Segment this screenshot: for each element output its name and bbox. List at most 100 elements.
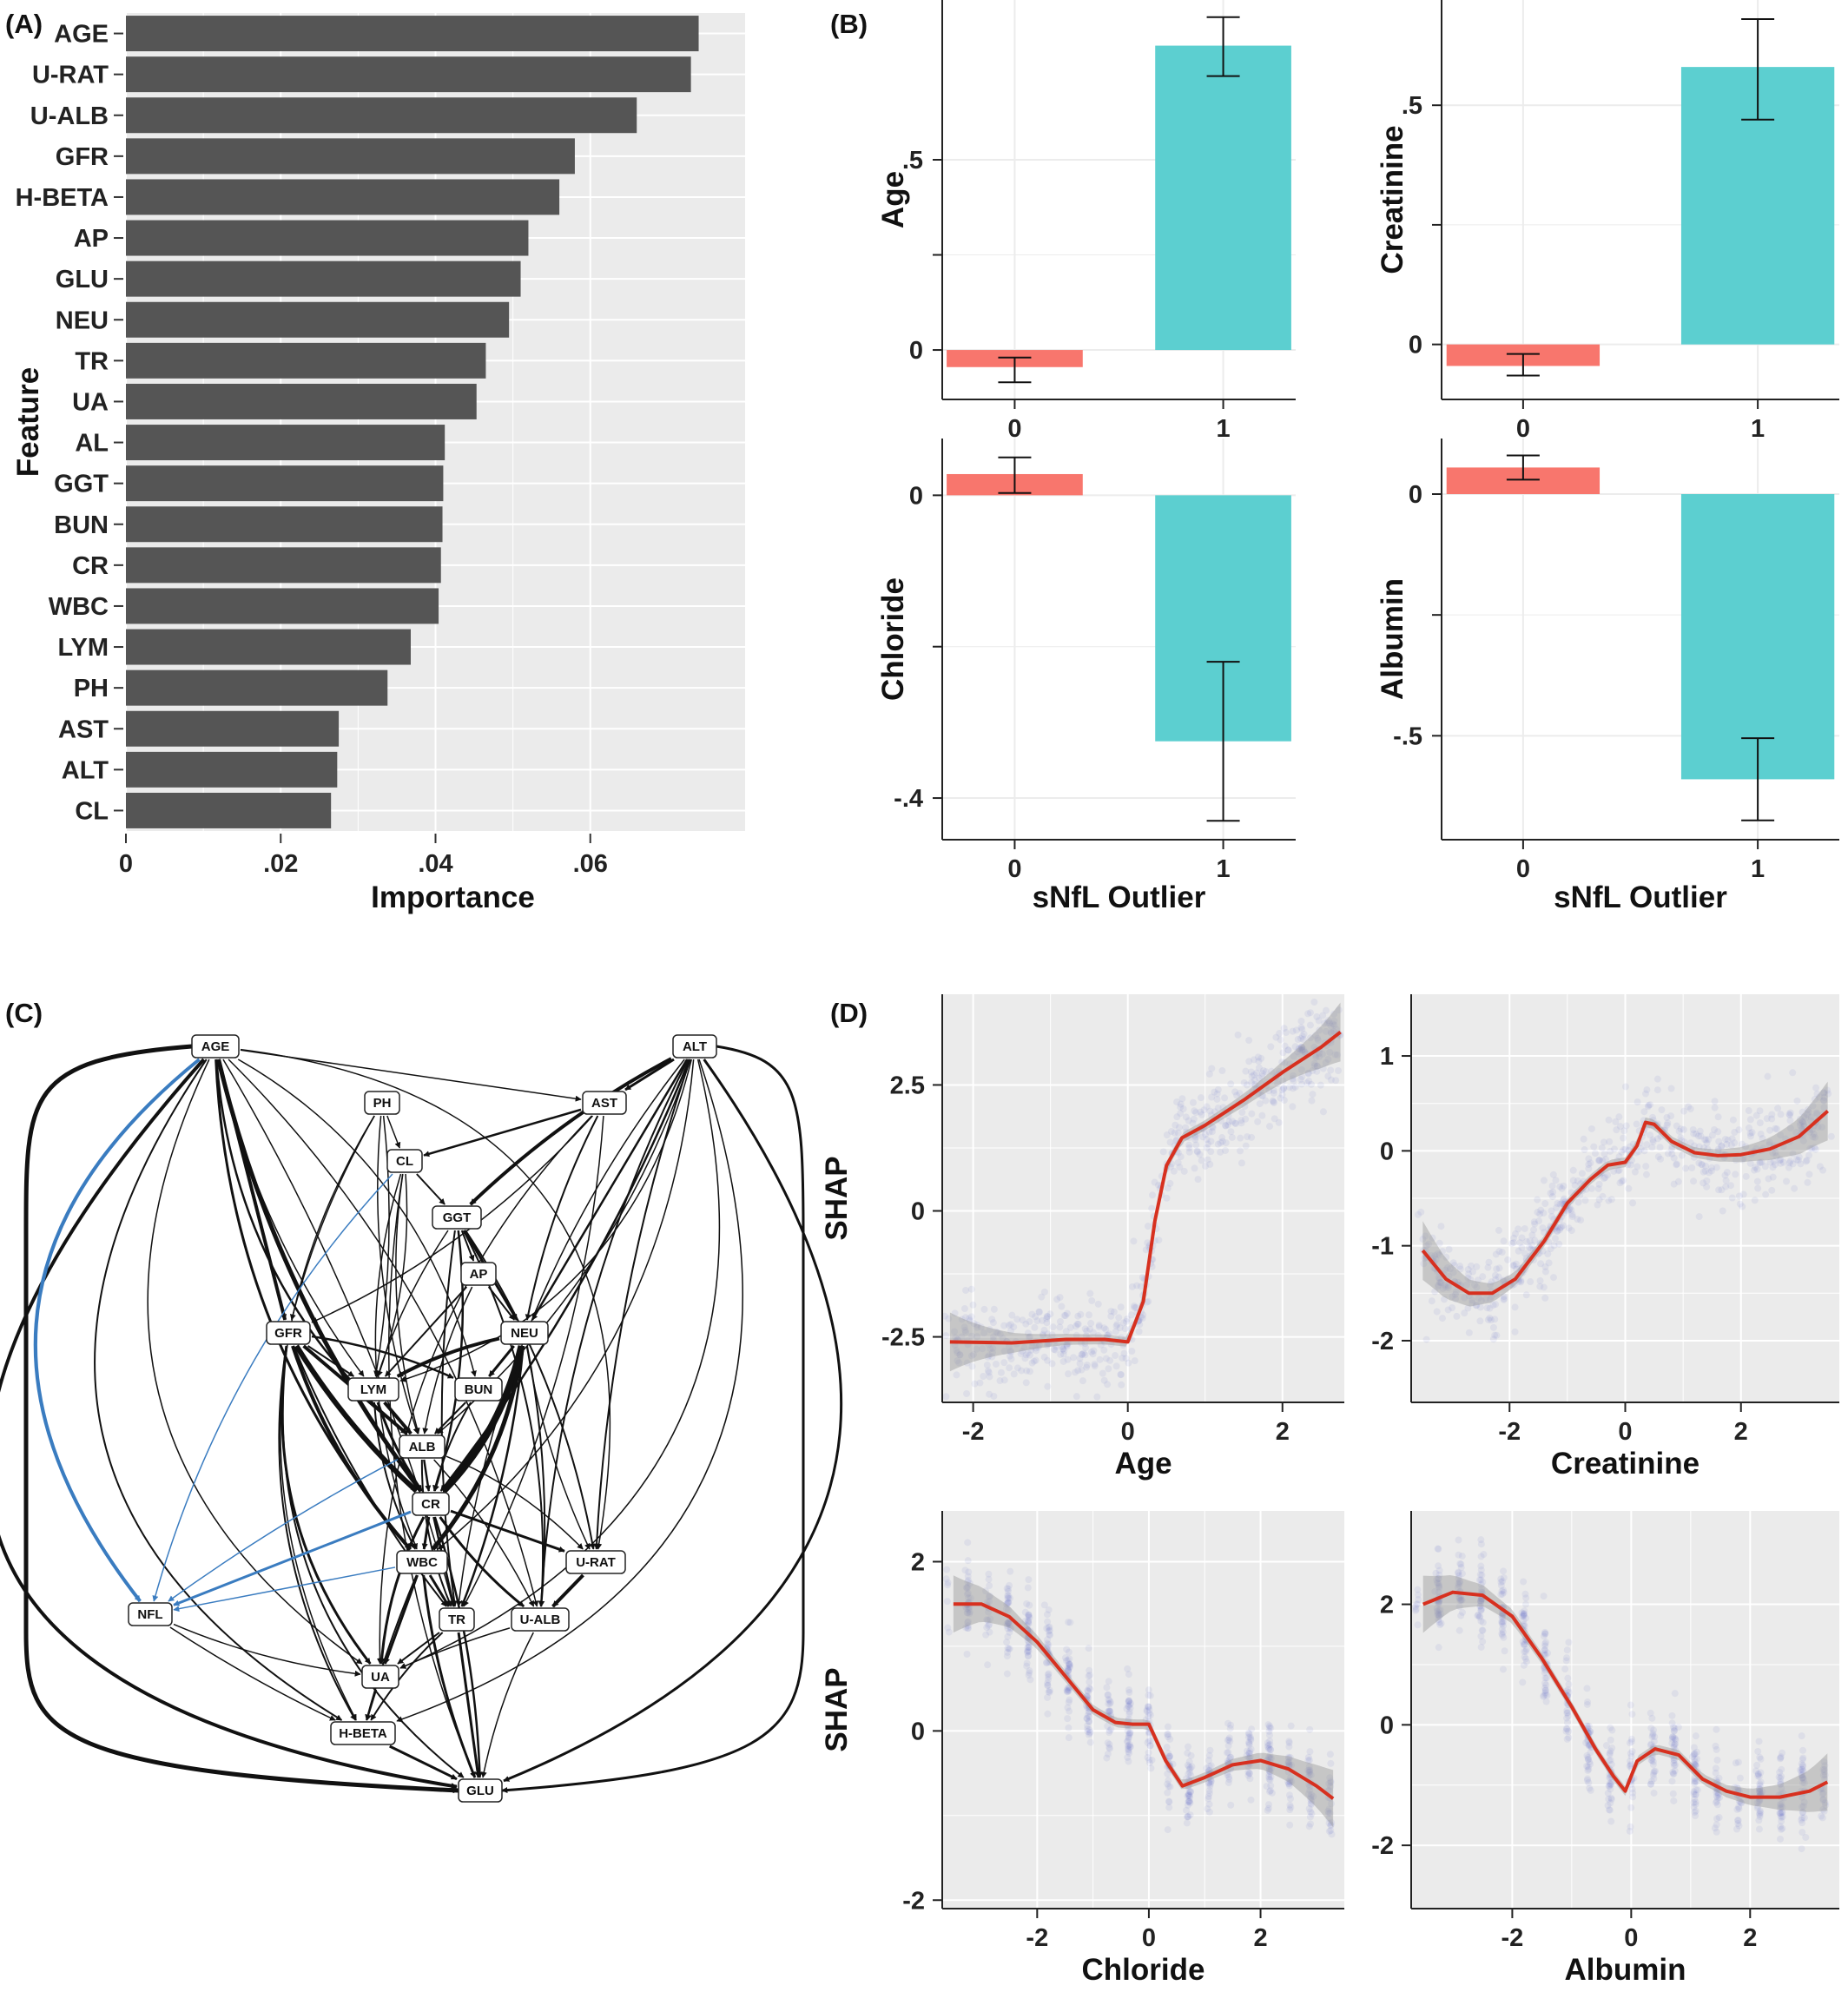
data-point [1002,1605,1010,1613]
tick-label-y: 0 [1409,481,1422,509]
data-point [1023,1662,1031,1670]
data-point [1510,1234,1518,1242]
data-point [1265,1775,1273,1783]
data-point [1226,1753,1234,1761]
data-point [1004,1619,1012,1627]
panel-label-a: (A) [5,9,43,39]
data-point [1018,1348,1026,1355]
panel-a-feature-importance: AGEU-RATU-ALBGFRH-BETAAPGLUNEUTRUAALGGTB… [11,13,745,914]
data-point [1433,1308,1441,1316]
data-point [1137,1283,1145,1290]
data-point [1007,1355,1015,1362]
data-point [1584,1698,1592,1706]
data-point [1248,1078,1256,1086]
data-point [1313,1062,1321,1070]
node-box [330,1721,396,1745]
edge-alt-u-rat [593,1059,691,1550]
loop-age-glu [23,1044,459,1794]
data-point [1056,1294,1064,1302]
data-point [1811,1144,1818,1151]
tick-label-x: 0 [1618,1418,1632,1446]
edge-lym-cr [376,1402,423,1492]
data-point [1650,1789,1658,1797]
node-label: NEU [511,1326,538,1341]
node-label: ALT [683,1039,707,1054]
tick-label-x: -2 [1502,1924,1524,1952]
data-point [1565,1639,1573,1646]
data-point [1786,1111,1794,1119]
data-point [974,1321,981,1329]
data-point [1279,1077,1287,1085]
data-point [1285,1791,1293,1799]
data-point [1653,1075,1661,1083]
data-point [1209,1124,1217,1131]
data-point [1148,1756,1156,1764]
data-point [1185,1787,1193,1795]
data-point [1264,1801,1272,1809]
tick-label-x: 0 [1142,1924,1156,1952]
edge-alt-u-alb [538,1059,690,1607]
edge-gfr-bun [311,1335,454,1379]
data-point [1644,1103,1652,1111]
edge-wbc-nfl [173,1566,396,1613]
axis-title-x: Albumin [1565,1953,1686,1987]
data-point [1297,1065,1305,1073]
data-point [1723,1169,1731,1177]
data-point [1799,1754,1807,1762]
data-point [1327,1066,1335,1074]
data-point [1018,1367,1026,1375]
data-point [1722,1177,1730,1184]
data-point [1105,1700,1112,1708]
data-point [1100,1324,1108,1332]
data-point [1110,1308,1118,1316]
data-point [1477,1296,1485,1304]
data-point [1045,1673,1053,1681]
data-point [986,1620,993,1628]
data-point [1278,1059,1286,1066]
data-point [1648,1144,1656,1151]
data-point [1064,1686,1072,1694]
data-point [1786,1157,1794,1165]
data-point [1145,1710,1153,1718]
data-point [1258,1072,1266,1080]
data-point [1123,1705,1131,1712]
data-point [961,1327,969,1335]
data-point [1726,1182,1734,1190]
data-point [1159,1148,1167,1156]
node-box [439,1607,475,1632]
data-point [997,1369,1005,1376]
data-point [1574,1216,1581,1223]
data-point [1050,1346,1058,1354]
data-point [1473,1283,1481,1291]
edge-wbc-h-beta [365,1574,418,1721]
data-point [1004,1632,1012,1640]
data-point [1243,1751,1251,1759]
data-point [1163,1744,1171,1751]
data-point [1516,1239,1524,1247]
edge-cr-ua [379,1516,426,1665]
data-point [1084,1722,1092,1730]
data-point [1229,1118,1237,1125]
edge-ph-h-beta [280,1115,375,1721]
data-point [1621,1083,1629,1091]
data-point [1670,1797,1678,1804]
data-point [1185,1758,1193,1765]
data-point [1105,1707,1112,1715]
data-point [1266,1777,1274,1784]
data-point [1605,1795,1613,1803]
data-point [1746,1124,1753,1131]
data-point [1266,1731,1274,1739]
data-point [1435,1283,1442,1290]
data-point [1313,1067,1321,1075]
node-label: BUN [465,1382,493,1397]
data-point [1806,1144,1814,1152]
data-point [1700,1179,1707,1187]
data-point [1325,1810,1333,1817]
data-point [1065,1698,1072,1706]
tick-label-x: -2 [1498,1418,1521,1446]
data-point [1685,1103,1693,1111]
data-point [1222,1147,1230,1155]
data-point [1204,1779,1212,1787]
data-point [1710,1125,1718,1133]
